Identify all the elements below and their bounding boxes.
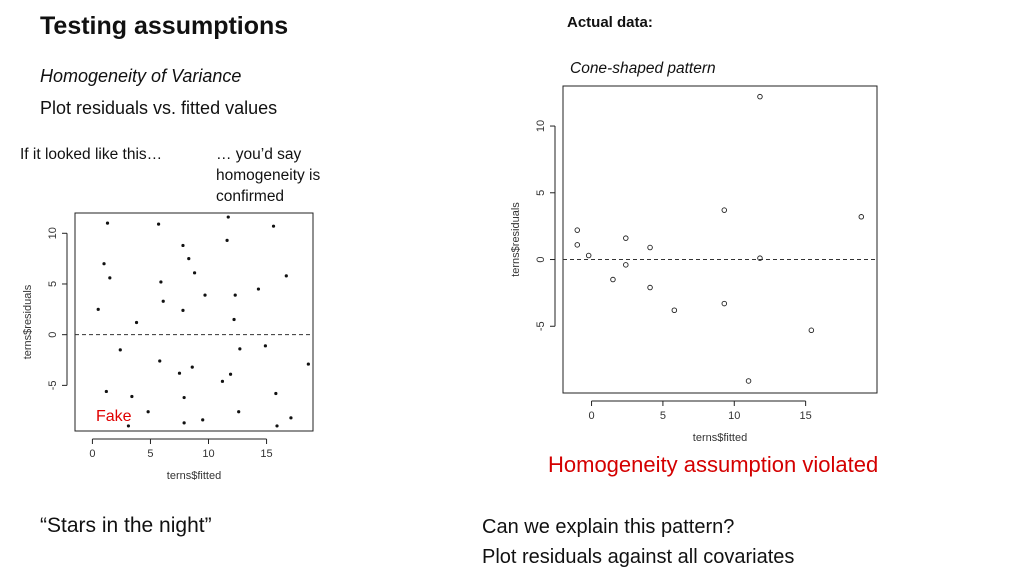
data-point bbox=[220, 379, 225, 383]
data-point bbox=[233, 293, 237, 297]
data-point bbox=[610, 276, 616, 283]
fake-label: Fake bbox=[96, 408, 132, 425]
y-tick-label: 0 bbox=[535, 256, 547, 262]
data-point bbox=[574, 227, 581, 233]
y-axis-label: terns$residuals bbox=[510, 202, 522, 277]
x-tick-label: 5 bbox=[660, 410, 666, 422]
data-point bbox=[181, 308, 185, 312]
data-point bbox=[232, 317, 236, 322]
data-point bbox=[187, 257, 191, 261]
data-point bbox=[104, 389, 108, 394]
data-point bbox=[226, 215, 230, 219]
data-point bbox=[721, 300, 728, 307]
instruction-text: Plot residuals vs. fitted values bbox=[40, 98, 278, 118]
plot-frame bbox=[74, 212, 314, 432]
x-tick-label: 15 bbox=[260, 448, 272, 460]
data-point bbox=[623, 262, 629, 268]
slide-subtitle: Homogeneity of Variance bbox=[40, 66, 242, 86]
data-point bbox=[96, 307, 100, 311]
fake-residual-plot: 0 5 10 15 -5 0 5 10 terns$fitted terns$residuals bbox=[22, 212, 314, 482]
data-point bbox=[156, 222, 161, 226]
y-tick-label: -5 bbox=[47, 380, 59, 390]
data-point bbox=[757, 93, 763, 100]
y-tick-label: 5 bbox=[47, 281, 59, 287]
x-tick-label: 15 bbox=[800, 410, 812, 422]
right-question-line: homogeneity is bbox=[216, 167, 321, 184]
data-point bbox=[118, 348, 122, 352]
data-point bbox=[146, 410, 150, 414]
actual-data-label: Actual data: bbox=[567, 14, 653, 31]
data-point bbox=[238, 347, 242, 351]
data-point bbox=[808, 327, 815, 334]
data-point bbox=[130, 394, 134, 399]
x-axis-label: terns$fitted bbox=[693, 432, 747, 444]
actual-residual-plot: 0 5 10 15 -5 0 5 10 terns$fitted terns$residuals bbox=[510, 85, 878, 444]
right-question-line: confirmed bbox=[216, 188, 285, 205]
explain-text: Can we explain this pattern? Plot residu… bbox=[482, 512, 794, 572]
x-tick-label: 0 bbox=[89, 448, 95, 460]
data-point bbox=[284, 274, 288, 278]
data-point bbox=[237, 410, 241, 414]
data-point bbox=[192, 271, 197, 275]
y-axis-label: terns$residuals bbox=[22, 284, 34, 359]
explain-line: Can we explain this pattern? bbox=[482, 516, 735, 538]
data-point bbox=[757, 255, 763, 261]
data-point bbox=[623, 235, 629, 241]
data-point bbox=[274, 391, 278, 396]
y-tick-label: 5 bbox=[535, 190, 547, 196]
cone-pattern-label: Cone-shaped pattern bbox=[570, 60, 716, 77]
data-point bbox=[263, 344, 267, 348]
x-tick-label: 5 bbox=[147, 448, 153, 460]
data-point bbox=[225, 238, 229, 242]
data-point bbox=[126, 424, 131, 428]
data-point bbox=[275, 424, 279, 428]
right-question: … you’d say homogeneity is confirmed bbox=[216, 144, 320, 207]
data-point bbox=[181, 243, 185, 248]
data-point bbox=[574, 242, 581, 248]
data-point bbox=[161, 299, 165, 303]
data-point bbox=[177, 371, 182, 375]
x-tick-label: 0 bbox=[588, 410, 594, 422]
data-point bbox=[159, 280, 163, 284]
data-point bbox=[647, 244, 653, 251]
data-point bbox=[190, 365, 194, 369]
x-tick-label: 10 bbox=[202, 448, 214, 460]
data-point bbox=[256, 287, 261, 291]
right-question-line: … you’d say bbox=[216, 146, 302, 163]
data-point bbox=[858, 214, 865, 220]
stars-caption: “Stars in the night” bbox=[40, 514, 212, 537]
y-tick-label: 10 bbox=[535, 120, 547, 132]
data-point bbox=[721, 207, 728, 213]
data-point bbox=[228, 372, 233, 376]
left-question: If it looked like this… bbox=[20, 146, 163, 163]
y-tick-label: 0 bbox=[47, 332, 59, 338]
y-tick-label: 10 bbox=[47, 227, 59, 239]
data-point bbox=[203, 293, 207, 297]
data-point bbox=[182, 395, 186, 400]
plot-frame bbox=[562, 85, 878, 394]
data-point bbox=[289, 416, 293, 420]
data-point bbox=[158, 359, 162, 363]
data-point bbox=[182, 421, 186, 425]
explain-line: Plot residuals against all covariates bbox=[482, 546, 795, 568]
y-tick-label: -5 bbox=[535, 321, 547, 331]
violated-text: Homogeneity assumption violated bbox=[548, 452, 879, 477]
data-point bbox=[102, 262, 106, 266]
data-point bbox=[671, 307, 678, 313]
slide-title: Testing assumptions bbox=[40, 12, 289, 40]
data-point bbox=[105, 221, 110, 225]
x-axis-label: terns$fitted bbox=[167, 470, 221, 482]
data-point bbox=[647, 284, 653, 291]
data-point bbox=[201, 418, 205, 422]
data-point bbox=[745, 378, 752, 384]
x-tick-label: 10 bbox=[728, 410, 740, 422]
data-point bbox=[134, 320, 139, 325]
data-point bbox=[585, 252, 592, 259]
data-point bbox=[271, 224, 276, 228]
data-point bbox=[108, 276, 112, 280]
data-point bbox=[306, 362, 310, 366]
